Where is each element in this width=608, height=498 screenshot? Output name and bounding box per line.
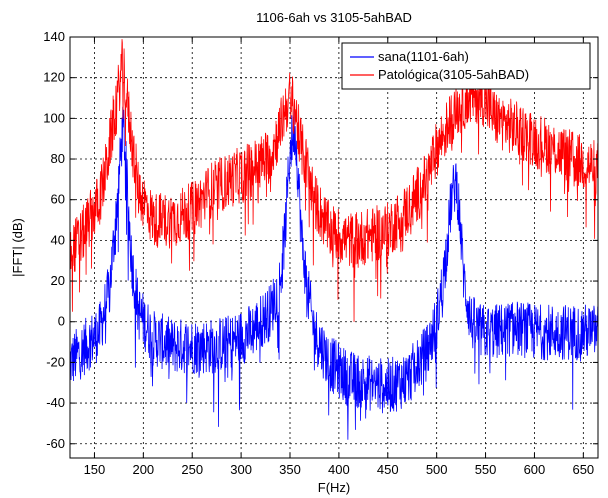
grid-lines — [70, 36, 598, 458]
legend-label: Patológica(3105-5ahBAD) — [378, 67, 529, 82]
x-tick-label: 300 — [230, 462, 252, 477]
x-tick-label: 600 — [524, 462, 546, 477]
x-tick-label: 650 — [572, 462, 594, 477]
x-tick-label: 250 — [181, 462, 203, 477]
x-tick-label: 500 — [426, 462, 448, 477]
y-tick-label: 40 — [51, 232, 65, 247]
x-tick-label: 400 — [328, 462, 350, 477]
y-tick-label: 0 — [58, 314, 65, 329]
y-tick-label: 120 — [43, 70, 65, 85]
series-line-patologica — [70, 39, 598, 322]
chart-title: 1106-6ah vs 3105-5ahBAD — [256, 10, 412, 25]
x-tick-label: 450 — [377, 462, 399, 477]
x-axis-title: F(Hz) — [318, 480, 351, 495]
x-axis-ticks: 150 200 250 300 350 400 450 500 550 600 650 — [84, 37, 594, 477]
y-tick-label: 140 — [43, 29, 65, 44]
y-tick-label: 20 — [51, 273, 65, 288]
y-axis-ticks: -60 -40 -20 0 20 40 60 80 100 120 140 — [43, 29, 598, 451]
x-tick-label: 200 — [132, 462, 154, 477]
x-tick-label: 550 — [475, 462, 497, 477]
legend: sana(1101-6ah) Patológica(3105-5ahBAD) — [341, 42, 591, 90]
y-tick-label: 60 — [51, 192, 65, 207]
series-layer — [70, 39, 598, 440]
legend-box — [341, 42, 591, 90]
x-tick-label: 150 — [84, 462, 106, 477]
y-tick-label: 80 — [51, 151, 65, 166]
plot-frame — [69, 36, 599, 459]
y-tick-label: -20 — [46, 354, 65, 369]
y-axis-title: |FFT| (dB) — [10, 218, 25, 277]
series-line-sana — [70, 106, 598, 440]
y-tick-label: 100 — [43, 110, 65, 125]
x-tick-label: 350 — [279, 462, 301, 477]
y-tick-label: -40 — [46, 395, 65, 410]
y-tick-label: -60 — [46, 436, 65, 451]
legend-label: sana(1101-6ah) — [378, 49, 469, 64]
